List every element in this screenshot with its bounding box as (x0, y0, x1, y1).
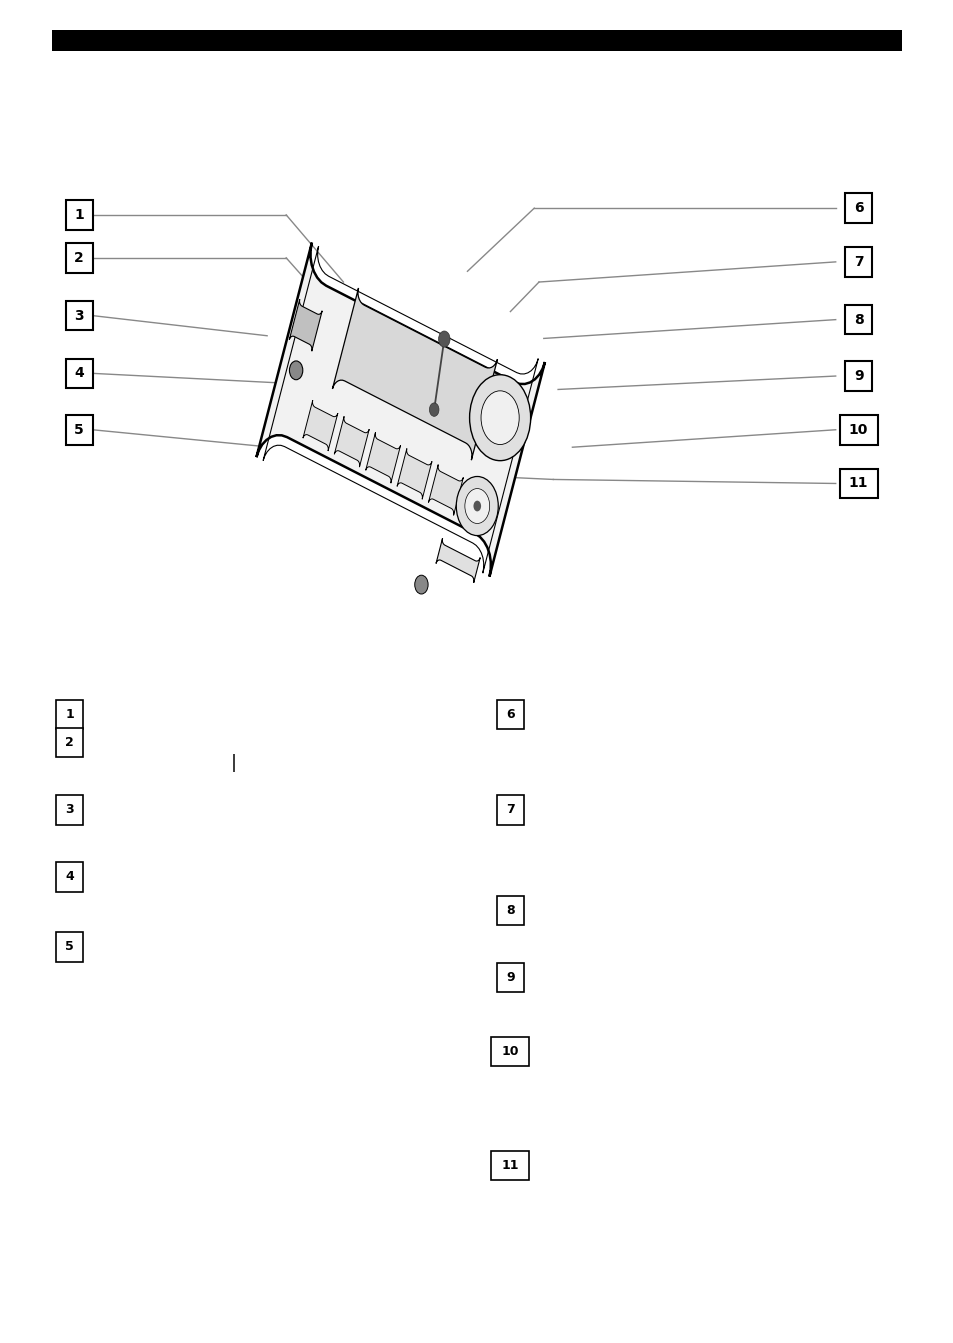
Bar (844, 193, 871, 223)
Bar (56, 862, 83, 892)
Bar (66, 301, 92, 330)
Bar (66, 243, 92, 273)
Polygon shape (332, 287, 497, 461)
Bar (497, 896, 523, 925)
Text: 7: 7 (505, 803, 515, 817)
Bar (497, 963, 523, 992)
Polygon shape (365, 432, 400, 483)
Text: 2: 2 (65, 736, 74, 749)
Circle shape (456, 477, 497, 536)
Text: 3: 3 (74, 309, 84, 322)
Polygon shape (396, 449, 432, 500)
Bar (839, 415, 877, 445)
Bar (491, 1151, 529, 1180)
Text: 5: 5 (65, 940, 74, 954)
Circle shape (438, 330, 450, 346)
Polygon shape (428, 465, 463, 516)
Text: 10: 10 (501, 1045, 518, 1058)
Text: 6: 6 (853, 201, 862, 215)
Bar (56, 700, 83, 729)
Bar (497, 700, 523, 729)
Bar (66, 200, 92, 230)
Bar (56, 932, 83, 962)
Text: 4: 4 (74, 367, 84, 380)
Circle shape (289, 361, 302, 380)
Bar (56, 795, 83, 825)
Bar (66, 359, 92, 388)
Circle shape (469, 375, 530, 461)
Text: 8: 8 (505, 904, 515, 917)
Polygon shape (303, 400, 337, 451)
Circle shape (415, 575, 428, 594)
Bar (491, 1037, 529, 1066)
Text: 9: 9 (505, 971, 515, 984)
Bar (52, 30, 901, 51)
Text: 2: 2 (74, 251, 84, 265)
Text: 1: 1 (74, 208, 84, 222)
Text: 7: 7 (853, 255, 862, 269)
Text: 6: 6 (505, 708, 515, 721)
Bar (844, 247, 871, 277)
Text: 10: 10 (848, 423, 867, 436)
Polygon shape (334, 416, 369, 467)
Bar (497, 795, 523, 825)
Circle shape (473, 501, 480, 512)
Polygon shape (256, 243, 544, 576)
Bar (844, 305, 871, 334)
Text: 11: 11 (848, 477, 867, 490)
Text: 9: 9 (853, 369, 862, 383)
Circle shape (480, 391, 518, 445)
Text: 11: 11 (501, 1159, 518, 1172)
Text: 4: 4 (65, 870, 74, 884)
Polygon shape (289, 299, 322, 351)
Text: 1: 1 (65, 708, 74, 721)
Text: 5: 5 (74, 423, 84, 436)
Circle shape (464, 489, 489, 524)
Text: 8: 8 (853, 313, 862, 326)
Text: |: | (231, 753, 236, 772)
Bar (844, 361, 871, 391)
Polygon shape (436, 539, 479, 583)
Circle shape (429, 403, 438, 416)
Bar (839, 469, 877, 498)
Bar (66, 415, 92, 445)
Text: 3: 3 (65, 803, 74, 817)
Bar (56, 728, 83, 757)
